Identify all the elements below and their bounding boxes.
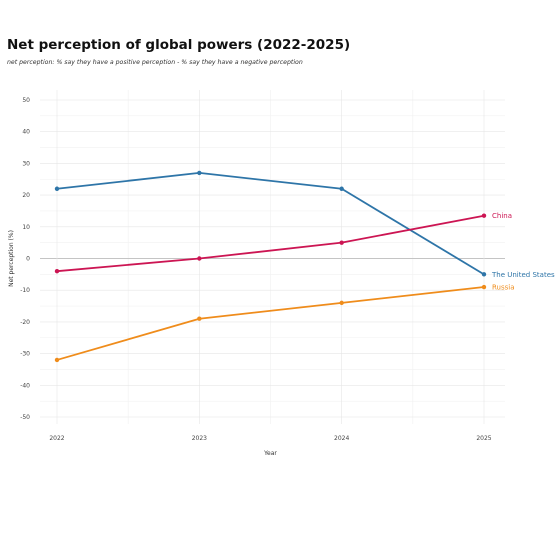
series-labels: The United States China Russia <box>491 212 555 291</box>
y-tick-label: 50 <box>22 97 30 104</box>
data-point-the-united-states <box>481 272 487 277</box>
data-point-the-united-states <box>54 186 60 191</box>
grid-lines <box>40 90 505 424</box>
series-label-the-united-states: The United States <box>491 271 555 279</box>
y-tick-label: -50 <box>20 414 30 421</box>
data-point-the-united-states <box>197 170 202 176</box>
data-point-china <box>481 213 487 218</box>
y-tick-label: -40 <box>20 382 30 389</box>
data-point-russia <box>54 357 60 363</box>
y-tick-label: 20 <box>22 192 30 199</box>
data-point-russia <box>481 284 487 290</box>
x-tick-label: 2025 <box>476 435 491 442</box>
y-tick-label: 40 <box>22 129 30 136</box>
series-points <box>54 170 487 363</box>
data-point-china <box>54 268 60 274</box>
y-tick-label: -10 <box>20 287 30 294</box>
y-axis-ticks: -50 -40 -30 -20 -10 0 10 20 30 40 50 <box>20 97 30 421</box>
y-tick-label: 10 <box>22 224 30 231</box>
series-line-china <box>56 214 485 273</box>
y-tick-label: 0 <box>26 256 30 263</box>
series-lines <box>56 172 485 361</box>
x-tick-label: 2023 <box>192 435 207 442</box>
series-label-china: China <box>492 212 512 220</box>
y-axis-label: Net perception (%) <box>8 230 15 287</box>
y-tick-label: -30 <box>20 351 30 358</box>
data-point-china <box>197 256 202 261</box>
chart-subtitle: net perception: % say they have a positi… <box>7 59 303 66</box>
x-tick-label: 2022 <box>49 435 64 442</box>
chart-title: Net perception of global powers (2022-20… <box>7 37 351 53</box>
x-axis-ticks: 2022 2023 2024 2025 <box>49 435 491 442</box>
x-axis-label: Year <box>263 450 277 457</box>
data-point-russia <box>197 316 202 321</box>
series-line-the-united-states <box>56 172 485 276</box>
series-label-russia: Russia <box>492 284 515 292</box>
y-tick-label: -20 <box>20 319 30 326</box>
x-tick-label: 2024 <box>334 435 349 442</box>
data-point-russia <box>339 300 344 306</box>
series-line-russia <box>56 286 485 361</box>
data-point-the-united-states <box>339 186 344 191</box>
data-point-china <box>339 240 344 245</box>
y-tick-label: 30 <box>22 160 30 167</box>
